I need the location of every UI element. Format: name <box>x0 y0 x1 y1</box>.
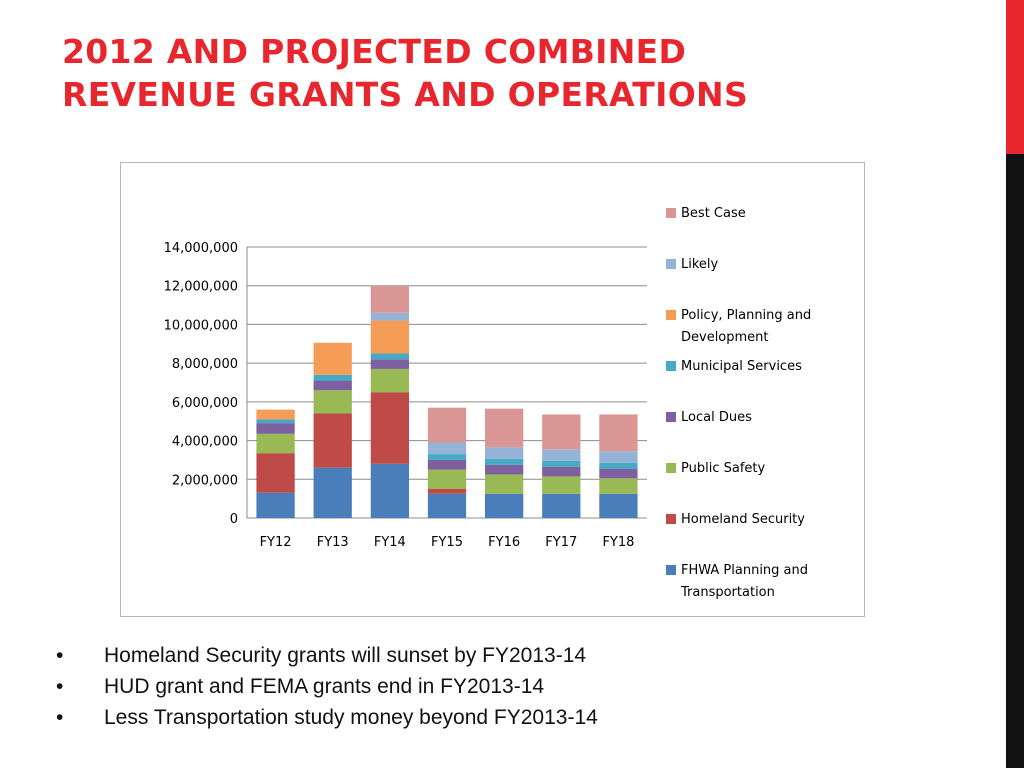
bar-municipal-services-fy17 <box>542 460 581 467</box>
bar-fhwa-planning-and-transportation-fy13 <box>313 467 352 518</box>
bar-homeland-security-fy14 <box>370 392 409 464</box>
side-accent-bar-red <box>1006 0 1024 154</box>
bar-municipal-services-fy16 <box>485 458 524 465</box>
bar-local-dues-fy18 <box>599 468 638 479</box>
bar-municipal-services-fy13 <box>313 374 352 381</box>
bar-public-safety-fy17 <box>542 476 581 494</box>
bar-public-safety-fy12 <box>256 433 295 454</box>
bar-public-safety-fy16 <box>485 474 524 494</box>
legend-swatch-policy-planning-and-development <box>666 310 676 320</box>
title-line-1: 2012 and Projected Combined <box>62 32 687 71</box>
y-tick-label: 4,000,000 <box>172 435 238 450</box>
y-tick-label: 12,000,000 <box>164 280 238 295</box>
bullet-marker: • <box>56 706 64 729</box>
bullet-marker: • <box>56 644 64 667</box>
x-tick-label: FY17 <box>545 535 577 550</box>
legend-label-public-safety: Public Safety <box>681 461 765 476</box>
bar-local-dues-fy16 <box>485 464 524 475</box>
bar-best-case-fy15 <box>427 407 467 443</box>
bar-policy-planning-and-development-fy12 <box>256 409 295 420</box>
bar-municipal-services-fy18 <box>599 462 638 469</box>
bar-best-case-fy17 <box>542 414 581 450</box>
bar-fhwa-planning-and-transportation-fy14 <box>370 463 409 518</box>
bar-likely-fy15 <box>427 442 467 455</box>
x-tick-label: FY16 <box>488 535 520 550</box>
bar-local-dues-fy17 <box>542 466 581 477</box>
bar-local-dues-fy14 <box>370 359 409 369</box>
bar-public-safety-fy14 <box>370 368 409 393</box>
bar-public-safety-fy15 <box>427 469 467 489</box>
bar-public-safety-fy13 <box>313 390 352 414</box>
bar-homeland-security-fy12 <box>256 453 295 493</box>
title-line-2: Revenue Grants and Operations <box>62 75 749 114</box>
stacked-bar-chart: 0 2,000,000 4,000,000 6,000,000 8,000,000 10,… <box>164 206 812 600</box>
bar-homeland-security-fy13 <box>313 413 352 468</box>
bar-likely-fy14 <box>370 312 409 321</box>
x-tick-label: FY13 <box>317 535 349 550</box>
x-tick-label: FY18 <box>602 535 634 550</box>
bar-likely-fy18 <box>599 451 638 463</box>
bar-local-dues-fy15 <box>427 459 467 470</box>
legend-swatch-local-dues <box>666 412 676 422</box>
bar-fhwa-planning-and-transportation-fy18 <box>599 493 638 518</box>
x-tick-label: FY15 <box>431 535 463 550</box>
legend-swatch-fhwa-planning-and-transportation <box>666 565 676 575</box>
legend-label-policy-planning-and-development: Policy, Planning and Development <box>681 308 811 345</box>
bar-local-dues-fy13 <box>313 380 352 391</box>
bar-municipal-services-fy14 <box>370 353 409 360</box>
legend-swatch-public-safety <box>666 463 676 473</box>
bar-homeland-security-fy15 <box>427 488 467 494</box>
legend-swatch-municipal-services <box>666 361 676 371</box>
bar-fhwa-planning-and-transportation-fy12 <box>256 492 295 518</box>
bar-best-case-fy14 <box>370 285 409 313</box>
y-tick-label: 2,000,000 <box>172 473 238 488</box>
legend-label-homeland-security: Homeland Security <box>681 512 805 527</box>
bar-municipal-services-fy15 <box>427 454 467 460</box>
bar-fhwa-planning-and-transportation-fy17 <box>542 493 581 518</box>
legend-swatch-best-case <box>666 208 676 218</box>
bar-policy-planning-and-development-fy13 <box>313 342 352 375</box>
bar-best-case-fy18 <box>599 414 638 452</box>
legend-label-best-case: Best Case <box>681 206 746 221</box>
legend-swatch-homeland-security <box>666 514 676 524</box>
bullet-item: • Less Transportation study money beyond … <box>56 702 956 733</box>
y-tick-label: 6,000,000 <box>172 396 238 411</box>
bullet-item: • HUD grant and FEMA grants end in FY2013… <box>56 671 956 702</box>
legend-swatch-likely <box>666 259 676 269</box>
bar-likely-fy17 <box>542 449 581 461</box>
bullet-marker: • <box>56 675 64 698</box>
legend-label-fhwa-planning-and-transportation: FHWA Planning and Transportation <box>680 563 808 600</box>
legend-label-likely: Likely <box>681 257 719 272</box>
bar-fhwa-planning-and-transportation-fy15 <box>427 493 467 518</box>
y-tick-label: 8,000,000 <box>172 357 238 372</box>
y-tick-label: 0 <box>230 512 238 527</box>
bar-municipal-services-fy12 <box>256 419 295 424</box>
bullet-item: • Homeland Security grants will sunset by… <box>56 640 956 671</box>
y-tick-label: 10,000,000 <box>164 318 238 333</box>
bar-best-case-fy16 <box>485 408 524 448</box>
bullet-text: HUD grant and FEMA grants end in FY2013-… <box>104 675 545 698</box>
bar-fhwa-planning-and-transportation-fy16 <box>485 493 524 518</box>
bullet-list: • Homeland Security grants will sunset by… <box>56 640 956 733</box>
bullet-text: Homeland Security grants will sunset by … <box>104 644 587 667</box>
x-tick-label: FY14 <box>374 535 406 550</box>
page-title: 2012 and Projected Combined Revenue Gran… <box>62 30 992 116</box>
bar-likely-fy16 <box>485 447 524 459</box>
chart-container: 0 2,000,000 4,000,000 6,000,000 8,000,000 10,… <box>120 162 865 617</box>
side-accent-bar-black <box>1006 154 1024 768</box>
legend-label-municipal-services: Municipal Services <box>681 359 802 374</box>
bar-local-dues-fy12 <box>256 423 295 434</box>
bar-public-safety-fy18 <box>599 478 638 494</box>
y-tick-label: 14,000,000 <box>164 241 238 256</box>
bar-policy-planning-and-development-fy14 <box>370 320 409 354</box>
legend-label-local-dues: Local Dues <box>681 410 752 425</box>
bullet-text: Less Transportation study money beyond F… <box>104 706 598 729</box>
x-tick-label: FY12 <box>260 535 292 550</box>
